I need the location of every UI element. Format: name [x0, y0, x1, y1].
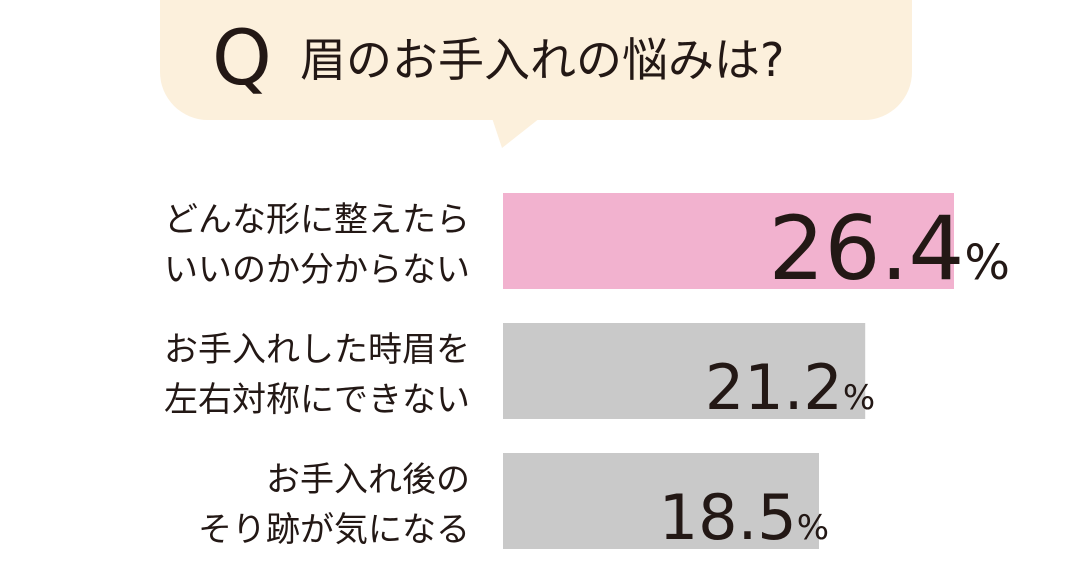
value-unit-2: %: [843, 378, 875, 418]
value-unit-1: %: [964, 235, 1010, 291]
question-bubble: [160, 0, 912, 120]
value-label-2: 21.2: [705, 351, 843, 424]
category-label-3-line-1: お手入れ後の: [266, 460, 470, 500]
question-bubble-tail: [492, 118, 540, 148]
category-label-2-line-1: お手入れした時眉を: [164, 330, 470, 370]
category-label-2-line-2: 左右対称にできない: [164, 380, 470, 420]
question-text: 眉のお手入れの悩みは?: [300, 33, 785, 87]
category-label-1-line-1: どんな形に整えたら: [164, 200, 470, 240]
value-label-3: 18.5: [659, 481, 797, 554]
category-label-1-line-2: いいのか分からない: [164, 250, 470, 290]
bar-1: [503, 193, 954, 289]
value-unit-3: %: [797, 508, 829, 548]
value-label-1: 26.4: [768, 197, 964, 300]
category-label-3-line-2: そり跡が気になる: [198, 510, 470, 550]
question-mark: Q: [212, 13, 272, 102]
bar-2: [503, 323, 866, 419]
bar-3: [503, 453, 819, 549]
